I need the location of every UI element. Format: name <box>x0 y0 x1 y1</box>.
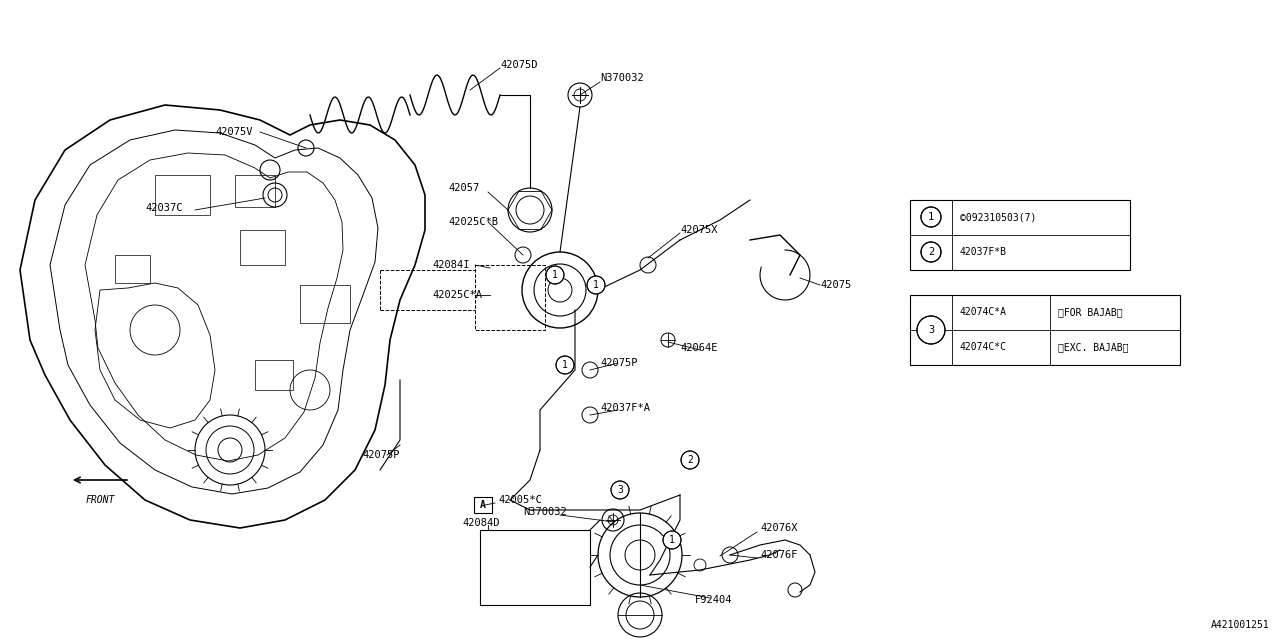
Text: 2: 2 <box>687 455 692 465</box>
Text: 42075D: 42075D <box>500 60 538 70</box>
Text: 3: 3 <box>928 325 934 335</box>
Bar <box>300 285 349 323</box>
Text: N370032: N370032 <box>600 73 644 83</box>
Text: 1: 1 <box>552 270 558 280</box>
Text: A421001251: A421001251 <box>1211 620 1270 630</box>
Text: 42084I: 42084I <box>433 260 470 270</box>
Text: 42075P: 42075P <box>600 358 637 368</box>
Bar <box>255 360 293 390</box>
Text: N370032: N370032 <box>524 507 567 517</box>
Text: 42075V: 42075V <box>215 127 252 137</box>
Text: 42076F: 42076F <box>760 550 797 560</box>
Text: 1: 1 <box>593 280 599 290</box>
Text: 42064E: 42064E <box>680 343 718 353</box>
Text: 42075P: 42075P <box>362 450 399 460</box>
Circle shape <box>611 481 628 499</box>
Text: 42074C*A: 42074C*A <box>960 307 1007 317</box>
Bar <box>236 175 275 207</box>
Text: 〈EXC. BAJAB〉: 〈EXC. BAJAB〉 <box>1059 342 1129 352</box>
Bar <box>115 255 150 283</box>
Circle shape <box>681 451 699 469</box>
Circle shape <box>922 207 941 227</box>
Text: 3: 3 <box>617 485 623 495</box>
Bar <box>474 497 492 513</box>
Bar <box>910 295 1180 365</box>
Bar <box>155 175 210 215</box>
Text: 42074C*C: 42074C*C <box>960 342 1007 352</box>
Text: 1: 1 <box>928 212 934 222</box>
Text: 42037F*B: 42037F*B <box>960 247 1007 257</box>
Text: FRONT: FRONT <box>86 495 115 505</box>
Text: 42084D: 42084D <box>462 518 499 528</box>
Text: 42005*C: 42005*C <box>498 495 541 505</box>
Text: 1: 1 <box>669 535 675 545</box>
Text: 42075X: 42075X <box>680 225 718 235</box>
Text: 42037F*A: 42037F*A <box>600 403 650 413</box>
Text: A: A <box>480 500 486 510</box>
Bar <box>241 230 285 265</box>
Circle shape <box>556 356 573 374</box>
Text: 2: 2 <box>928 247 934 257</box>
Circle shape <box>588 276 605 294</box>
Text: 〈FOR BAJAB〉: 〈FOR BAJAB〉 <box>1059 307 1123 317</box>
Circle shape <box>547 266 564 284</box>
Bar <box>910 200 1130 270</box>
Text: 42025C*B: 42025C*B <box>448 217 498 227</box>
Text: 42057: 42057 <box>448 183 479 193</box>
Text: 42076X: 42076X <box>760 523 797 533</box>
Text: F92404: F92404 <box>695 595 732 605</box>
Text: ©092310503(7): ©092310503(7) <box>960 212 1037 222</box>
Text: 1: 1 <box>562 360 568 370</box>
Text: 42037C: 42037C <box>145 203 183 213</box>
Text: 42025C*A: 42025C*A <box>433 290 483 300</box>
Text: 42075: 42075 <box>820 280 851 290</box>
Circle shape <box>922 242 941 262</box>
Bar <box>480 530 590 605</box>
Circle shape <box>663 531 681 549</box>
Circle shape <box>916 316 945 344</box>
